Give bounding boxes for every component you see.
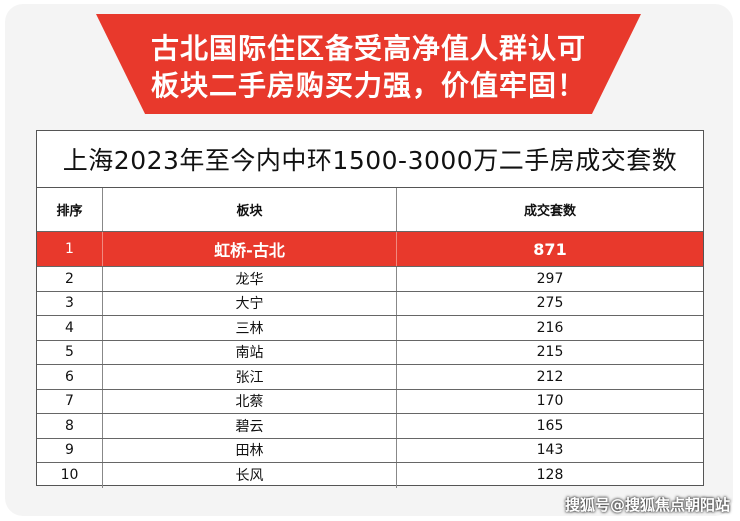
rank-cell: 4 [37,316,103,340]
table-row: 8 碧云 165 [37,414,703,439]
rank-cell: 1 [37,232,103,266]
rank-cell: 10 [37,463,103,488]
rank-cell: 5 [37,340,103,364]
district-cell: 南站 [103,340,397,364]
table-row: 2 龙华 297 [37,267,703,292]
deals-cell: 143 [536,442,564,459]
deals-cell: 297 [536,270,564,287]
headline-banner [96,14,641,114]
rank-cell: 7 [37,389,103,413]
district-cell: 虹桥-古北 [103,232,397,266]
table-row: 6 张江 212 [37,365,703,390]
district-cell: 田林 [103,438,397,462]
table-row: 7 北蔡 170 [37,389,703,414]
district-cell: 三林 [103,316,397,340]
district-cell: 碧云 [103,414,397,438]
header-rank: 排序 [37,188,103,231]
table-row: 3 大宁 275 [37,291,703,316]
deals-cell: 216 [536,319,564,336]
banner-line-2: 板块二手房购买力强，价值牢固！ [150,69,586,102]
deals-cell: 170 [536,393,564,410]
rank-cell: 9 [37,438,103,462]
table-row: 10 长风 128 [37,463,703,488]
header-deals: 成交套数 [523,204,576,219]
rank-cell: 8 [37,414,103,438]
banner-line-1: 古北国际住区备受高净值人群认可 [150,32,586,65]
table-header-row: 排序 板块 成交套数 [37,188,703,232]
deals-cell: 215 [536,344,564,361]
header-district: 板块 [103,188,397,231]
table-row: 4 三林 216 [37,316,703,341]
deals-cell: 212 [536,368,564,385]
district-cell: 张江 [103,365,397,389]
deals-cell: 871 [533,239,567,259]
rank-cell: 2 [37,267,103,291]
table-title: 上海2023年至今内中环1500-3000万二手房成交套数 [37,131,703,188]
table-row: 5 南站 215 [37,340,703,365]
district-cell: 大宁 [103,291,397,315]
source-watermark: 搜狐号@搜狐焦点朝阳站 [564,496,730,514]
deals-cell: 128 [536,467,564,484]
ranking-table: 上海2023年至今内中环1500-3000万二手房成交套数 排序 板块 成交套数… [36,130,704,488]
deals-cell: 165 [536,417,564,434]
table-row-highlighted: 1 虹桥-古北 871 [37,232,703,267]
district-cell: 北蔡 [103,389,397,413]
rank-cell: 3 [37,291,103,315]
rank-cell: 6 [37,365,103,389]
deals-cell: 275 [536,295,564,312]
district-cell: 长风 [103,463,397,488]
table-row: 9 田林 143 [37,438,703,463]
district-cell: 龙华 [103,267,397,291]
